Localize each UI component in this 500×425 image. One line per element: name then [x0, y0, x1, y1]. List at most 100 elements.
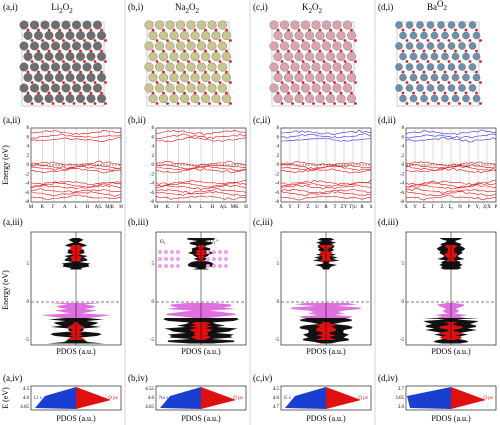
band: [30, 133, 122, 139]
atom: [76, 73, 85, 82]
inset-dot: [164, 257, 168, 261]
atom: [332, 83, 342, 93]
atom: [332, 20, 342, 30]
atom: [468, 84, 477, 92]
oxygen: [458, 60, 461, 63]
atom: [65, 94, 75, 103]
oxygen: [464, 28, 468, 32]
y-tick-label: 2: [27, 154, 30, 159]
band: [155, 195, 247, 201]
atom: [76, 52, 85, 61]
band: [280, 195, 372, 201]
y-tick-label: 6: [402, 135, 405, 140]
oxygen: [308, 49, 311, 53]
atom: [273, 73, 283, 82]
oxygen: [41, 39, 44, 42]
oxygen: [100, 70, 103, 74]
oxygen: [475, 28, 478, 32]
y-tick-label: -2: [400, 172, 405, 177]
oxygen: [401, 91, 405, 95]
oxygen: [83, 60, 86, 63]
atom: [405, 63, 414, 71]
oxygen: [214, 49, 218, 53]
atom: [44, 73, 54, 82]
atom: [343, 41, 352, 51]
atom: [72, 62, 81, 72]
band: [155, 136, 247, 142]
atom: [315, 73, 325, 82]
y-tick-label: 5: [27, 262, 30, 267]
k-label: ZY: [341, 205, 348, 210]
atom: [61, 20, 71, 30]
atom: [61, 41, 71, 51]
atom: [97, 52, 106, 61]
k-label: U: [315, 205, 319, 210]
oxygen: [208, 81, 211, 84]
oxygen: [301, 102, 305, 105]
oxygen: [193, 70, 197, 74]
band: [30, 160, 122, 166]
atom: [416, 42, 424, 50]
oxygen: [37, 49, 40, 53]
panel-label: (b,iv): [128, 373, 148, 383]
atom: [40, 62, 50, 72]
atom: [290, 20, 300, 30]
oxygen: [104, 60, 107, 63]
oxygen: [426, 60, 430, 63]
atom: [447, 63, 456, 71]
oxygen: [89, 91, 93, 95]
oxygen: [322, 81, 326, 84]
inset-dot: [158, 250, 162, 254]
atom: [409, 31, 418, 40]
k-label: Y: [413, 205, 417, 210]
oxygen: [291, 102, 294, 105]
atom: [165, 62, 175, 72]
atom: [55, 31, 64, 40]
oxygen: [354, 81, 357, 84]
atom: [395, 63, 403, 71]
atom: [65, 52, 75, 61]
atom: [30, 83, 39, 93]
oxygen: [416, 39, 419, 42]
oxygen: [454, 70, 457, 74]
oxygen: [51, 102, 55, 105]
formula-part: 2: [444, 4, 448, 12]
inset-dot: [206, 250, 210, 254]
atom: [93, 62, 102, 72]
k-label: P: [468, 205, 471, 210]
y-tick-label: -8: [25, 200, 30, 205]
y-tick-label: -8: [400, 200, 405, 205]
atom: [180, 31, 189, 40]
atom: [76, 94, 85, 103]
band: [280, 184, 372, 190]
atom: [30, 41, 39, 51]
oxygen: [318, 91, 322, 95]
x-axis-label: PDOS (a.u.): [181, 414, 221, 423]
atom: [180, 73, 189, 82]
atom: [336, 73, 346, 82]
y-tick-label: 0: [27, 163, 30, 168]
atom: [472, 94, 481, 103]
atom: [326, 94, 335, 103]
panel-label: (c,i): [253, 2, 268, 12]
k-label: A|L: [220, 205, 228, 210]
oxygen: [193, 91, 197, 95]
y-tick-label: 3.7: [398, 387, 405, 392]
atom: [420, 73, 428, 82]
oxygen: [62, 81, 65, 84]
oxygen: [312, 81, 315, 84]
atom: [148, 52, 158, 61]
y-tick-label: 2: [152, 154, 155, 159]
atom: [34, 94, 43, 103]
formula: Li2O2: [51, 2, 73, 15]
band: [280, 160, 372, 166]
atom: [462, 31, 470, 40]
k-label: M: [29, 205, 34, 210]
atom: [211, 73, 221, 82]
oxygen: [276, 28, 280, 32]
oxygen: [454, 28, 457, 32]
oxygen: [433, 70, 436, 74]
oxygen: [172, 49, 176, 53]
panel-label: (c,iii): [253, 217, 273, 227]
y-tick-label: 4: [27, 145, 30, 150]
